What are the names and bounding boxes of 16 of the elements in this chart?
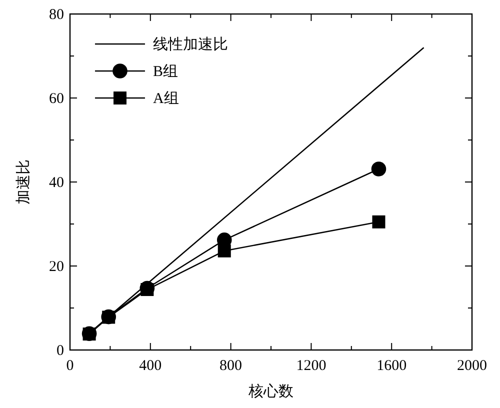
y-tick-label: 20 — [49, 259, 64, 275]
x-tick-label: 1600 — [376, 358, 407, 374]
x-tick-label: 0 — [66, 358, 74, 374]
x-tick-label: 400 — [139, 358, 162, 374]
y-tick-label: 60 — [49, 91, 64, 107]
x-tick-label: 1200 — [296, 358, 326, 374]
x-axis-title: 核心数 — [248, 383, 294, 400]
x-tick-label: 800 — [220, 358, 242, 374]
y-tick-label: 80 — [49, 7, 64, 23]
y-tick-label: 40 — [49, 175, 64, 191]
legend-label: A组 — [153, 90, 179, 107]
y-axis-title: 加速比 — [15, 160, 32, 204]
legend-label: B组 — [153, 63, 178, 80]
y-tick-label: 0 — [56, 343, 64, 359]
x-tick-label: 2000 — [457, 358, 487, 374]
legend-label: 线性加速比 — [153, 36, 228, 53]
